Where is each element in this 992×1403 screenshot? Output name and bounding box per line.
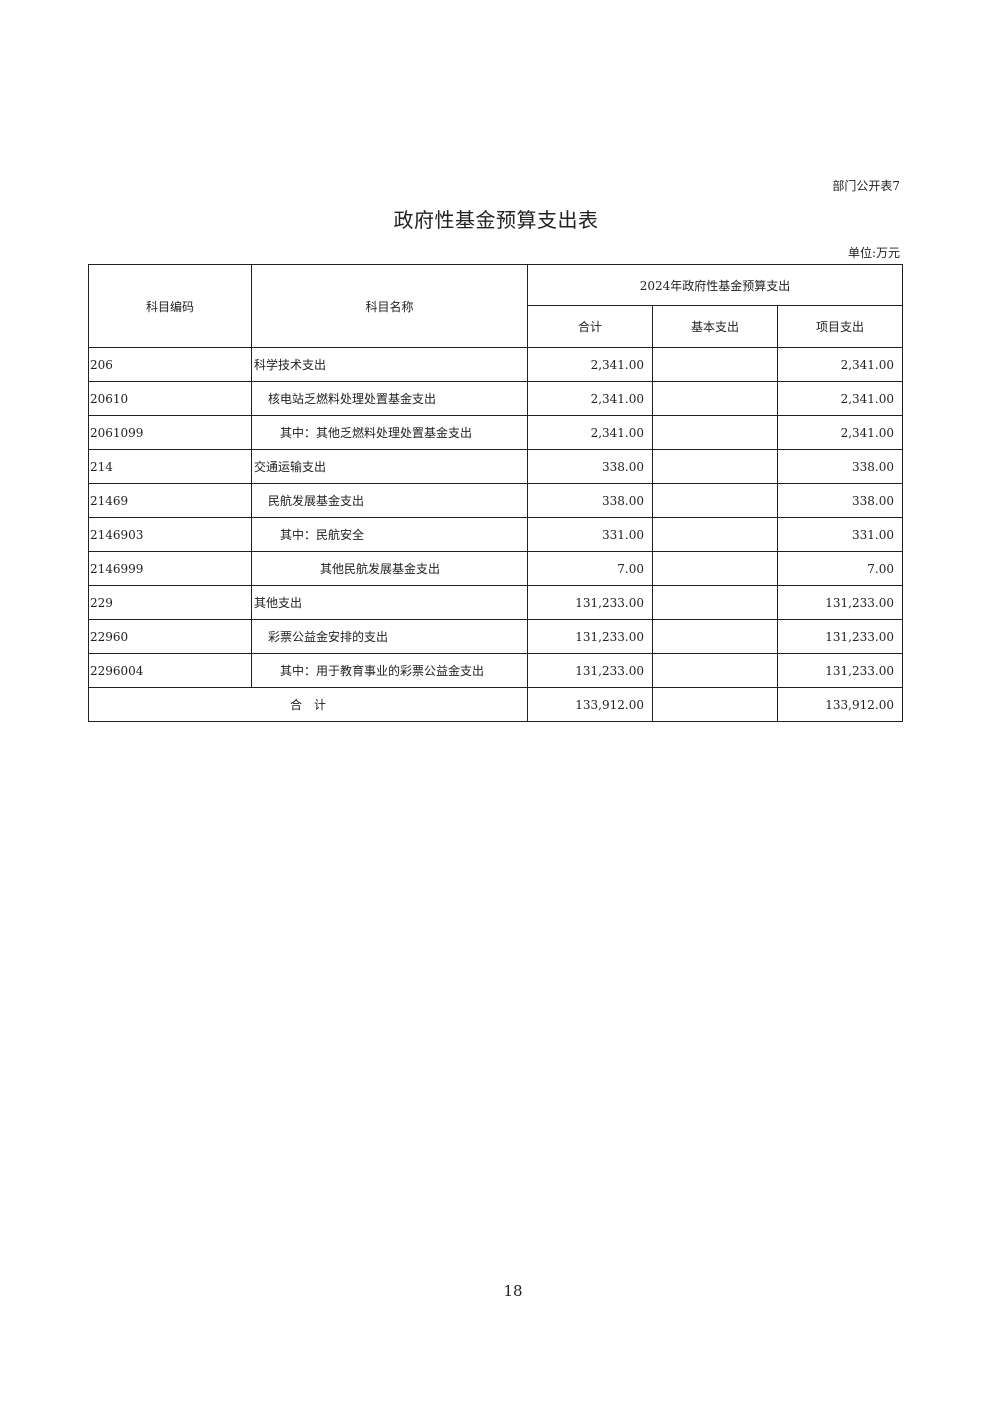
row-code: 2061099 [88,415,252,450]
row-total: 338.00 [527,483,653,518]
row-project: 7.00 [777,551,903,586]
row-code: 2146999 [88,551,252,586]
row-project: 2,341.00 [777,415,903,450]
row-total: 2,341.00 [527,415,653,450]
table-row: 2146903 其中：民航安全 331.00 331.00 [88,517,903,552]
table-row: 21469 民航发展基金支出 338.00 338.00 [88,483,903,518]
table-row: 22960 彩票公益金安排的支出 131,233.00 131,233.00 [88,619,903,654]
row-basic [652,415,778,450]
row-total: 2,341.00 [527,381,653,416]
header-project: 项目支出 [777,305,903,348]
row-code: 20610 [88,381,252,416]
total-project: 133,912.00 [777,687,903,722]
row-total: 7.00 [527,551,653,586]
header-total: 合计 [527,305,653,348]
row-project: 2,341.00 [777,381,903,416]
table-row: 206 科学技术支出 2,341.00 2,341.00 [88,347,903,382]
row-code: 21469 [88,483,252,518]
total-basic [652,687,778,722]
row-name: 其中：其他乏燃料处理处置基金支出 [251,415,528,450]
table-row: 214 交通运输支出 338.00 338.00 [88,449,903,484]
row-code: 2146903 [88,517,252,552]
row-code: 229 [88,585,252,620]
total-total: 133,912.00 [527,687,653,722]
header-name: 科目名称 [251,264,528,348]
row-project: 131,233.00 [777,619,903,654]
row-name: 彩票公益金安排的支出 [251,619,528,654]
row-total: 131,233.00 [527,619,653,654]
row-basic [652,653,778,688]
row-total: 338.00 [527,449,653,484]
row-total: 131,233.00 [527,653,653,688]
row-project: 131,233.00 [777,585,903,620]
row-code: 206 [88,347,252,382]
row-basic [652,551,778,586]
table-row: 2061099 其中：其他乏燃料处理处置基金支出 2,341.00 2,341.00 [88,415,903,450]
row-project: 338.00 [777,449,903,484]
table-row: 2296004 其中：用于教育事业的彩票公益金支出 131,233.00 131,23… [88,653,903,688]
row-code: 22960 [88,619,252,654]
row-code: 2296004 [88,653,252,688]
row-project: 2,341.00 [777,347,903,382]
row-name: 民航发展基金支出 [251,483,528,518]
row-basic [652,381,778,416]
header-code: 科目编码 [88,264,252,348]
row-name: 其中：用于教育事业的彩票公益金支出 [251,653,528,688]
table-tag: 部门公开表7 [832,179,900,193]
row-name: 科学技术支出 [251,347,528,382]
table-row: 2146999 其他民航发展基金支出 7.00 7.00 [88,551,903,586]
row-basic [652,449,778,484]
row-basic [652,619,778,654]
row-name: 核电站乏燃料处理处置基金支出 [251,381,528,416]
row-name: 交通运输支出 [251,449,528,484]
page-title: 政府性基金预算支出表 [393,208,599,232]
unit-label: 单位:万元 [847,246,900,260]
table-row: 20610 核电站乏燃料处理处置基金支出 2,341.00 2,341.00 [88,381,903,416]
row-basic [652,517,778,552]
row-name: 其他支出 [251,585,528,620]
header-group: 2024年政府性基金预算支出 [527,264,903,306]
budget-table: 科目编码 科目名称 2024年政府性基金预算支出 合计 基本支出 项目支出 20… [88,264,903,722]
row-total: 2,341.00 [527,347,653,382]
row-basic [652,585,778,620]
page-number: 18 [503,1282,523,1300]
table-row: 229 其他支出 131,233.00 131,233.00 [88,585,903,620]
row-basic [652,347,778,382]
row-project: 338.00 [777,483,903,518]
row-total: 131,233.00 [527,585,653,620]
row-project: 331.00 [777,517,903,552]
row-code: 214 [88,449,252,484]
row-name: 其他民航发展基金支出 [251,551,528,586]
row-total: 331.00 [527,517,653,552]
row-project: 131,233.00 [777,653,903,688]
header-basic: 基本支出 [652,305,778,348]
total-label: 合 计 [88,687,528,722]
row-name: 其中：民航安全 [251,517,528,552]
row-basic [652,483,778,518]
total-row: 合 计 133,912.00 133,912.00 [88,687,903,722]
